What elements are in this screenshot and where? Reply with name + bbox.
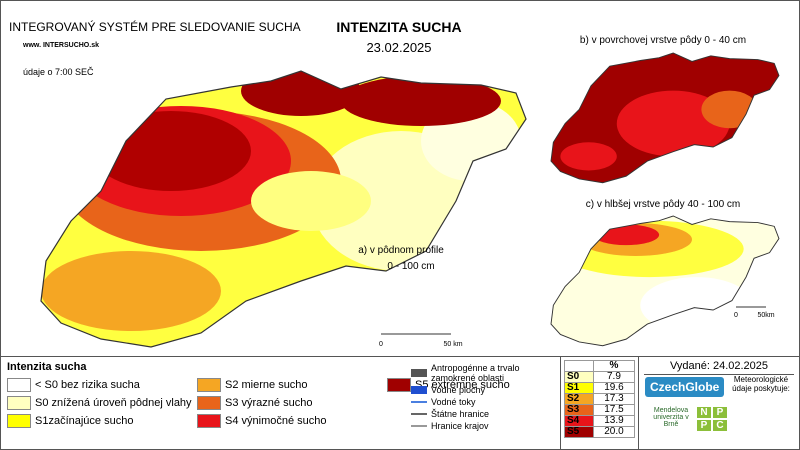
legend-item: S1začínajúce sucho <box>7 412 197 430</box>
value-cell: 19.6 <box>592 382 636 394</box>
main-map <box>40 70 527 348</box>
scale-label: 0 <box>734 312 738 319</box>
table-row: S1 19.6 <box>564 382 636 394</box>
legend-items: < S0 bez rizika sucha S0 znížená úroveň p… <box>7 376 554 430</box>
symbol-label: Antropogénne a trvalo zamokrené oblasti <box>431 363 520 383</box>
legend-item: S4 výnimočné sucho <box>197 412 387 430</box>
legend-item: < S0 bez rizika sucha <box>7 376 197 394</box>
class-cell: S5 <box>564 426 594 438</box>
table-header: % <box>564 360 636 372</box>
legend-swatch <box>7 378 31 392</box>
symbol-label: Štátne hranice <box>431 409 490 419</box>
top-map <box>550 52 780 184</box>
header-cell: % <box>592 360 636 372</box>
symbol-item: Štátne hranice <box>411 409 561 419</box>
class-cell: S2 <box>564 393 594 405</box>
scale-label: 0 <box>379 341 383 348</box>
table-row: S4 13.9 <box>564 415 636 427</box>
table-row: S5 20.0 <box>564 426 636 438</box>
issued-date: Vydané: 24.02.2025 <box>644 360 794 375</box>
legend-label: S3 výrazné sucho <box>225 397 313 409</box>
symbol-item: Vodné plochy <box>411 385 561 395</box>
legend-item: S2 mierne sucho <box>197 376 387 394</box>
blank-cell <box>564 360 594 372</box>
legend: Intenzita sucha < S0 bez rizika sucha S0 … <box>1 357 561 450</box>
map-label: 0 - 100 cm <box>387 261 434 272</box>
legend-title: Intenzita sucha <box>7 361 87 373</box>
map-area: INTEGROVANÝ SYSTÉM PRE SLEDOVANIE SUCHA … <box>9 19 780 348</box>
title: INTENZITA SUCHA <box>336 19 461 35</box>
nppc-letter: P <box>697 420 711 431</box>
deep-map <box>550 215 780 347</box>
value-cell: 13.9 <box>592 415 636 427</box>
legend-item: S5 extrémne sucho <box>387 376 554 394</box>
legend-item: S0 znížená úroveň pôdnej vlahy <box>7 394 197 412</box>
value-cell: 17.5 <box>592 404 636 416</box>
symbol-icon <box>411 401 427 403</box>
date: 23.02.2025 <box>366 40 431 55</box>
time-note: údaje o 7:00 SEČ <box>23 67 94 77</box>
class-cell: S0 <box>564 371 594 383</box>
scale-label: 50 km <box>443 341 462 348</box>
map-label: c) v hlbšej vrstve pôdy 40 - 100 cm <box>586 199 741 210</box>
credits: Vydané: 24.02.2025 CzechGlobe Meteorolog… <box>639 357 799 450</box>
map-label: b) v povrchovej vrstve pôdy 0 - 40 cm <box>580 35 746 46</box>
legend-item: S3 výrazné sucho <box>197 394 387 412</box>
legend-label: S5 extrémne sucho <box>415 379 510 391</box>
legend-label: S0 znížená úroveň pôdnej vlahy <box>35 397 192 409</box>
table-row: S0 7.9 <box>564 371 636 383</box>
symbol-item: Vodné toky <box>411 397 561 407</box>
legend-label: S1začínajúce sucho <box>35 415 134 427</box>
symbol-label: Vodné plochy <box>431 385 486 395</box>
table-row: S2 17.3 <box>564 393 636 405</box>
logo-mendel: Mendelova univerzita v Brně <box>653 407 689 428</box>
nppc-letter: N <box>697 407 711 418</box>
symbol-label: Hranice krajov <box>431 421 489 431</box>
symbol-item: Antropogénne a trvalo zamokrené oblasti <box>411 363 561 383</box>
legend-swatch <box>7 414 31 428</box>
logo-czechglobe: CzechGlobe <box>645 377 725 397</box>
map-label: a) v pôdnom profile <box>358 245 444 256</box>
website: www. INTERSUCHO.sk <box>22 42 99 49</box>
legend-label: S2 mierne sucho <box>225 379 308 391</box>
symbol-icon <box>411 413 427 415</box>
legend-label: < S0 bez rizika sucha <box>35 379 140 391</box>
class-cell: S4 <box>564 415 594 427</box>
value-cell: 17.3 <box>592 393 636 405</box>
percent-table: % S0 7.9 S1 19.6 S2 17.3 S3 17.5 S4 13.9 S5 20.0 <box>561 357 639 450</box>
legend-swatch <box>197 414 221 428</box>
legend-label: S4 výnimočné sucho <box>225 415 327 427</box>
class-cell: S3 <box>564 404 594 416</box>
legend-swatch <box>197 378 221 392</box>
symbol-icon <box>411 425 427 427</box>
table-row: S3 17.5 <box>564 404 636 416</box>
nppc-letter: C <box>713 420 727 431</box>
nppc-letter: P <box>713 407 727 418</box>
value-cell: 20.0 <box>592 426 636 438</box>
class-cell: S1 <box>564 382 594 394</box>
meteo-note: Meteorologické údaje poskytuje: <box>732 375 790 393</box>
legend-swatch <box>197 396 221 410</box>
symbol-icon <box>411 386 427 394</box>
symbol-icon <box>411 369 427 377</box>
symbol-label: Vodné toky <box>431 397 476 407</box>
bottom-panel: Intenzita sucha < S0 bez rizika sucha S0 … <box>1 356 799 450</box>
system-name: INTEGROVANÝ SYSTÉM PRE SLEDOVANIE SUCHA <box>9 19 301 34</box>
scale-label: 50km <box>757 312 774 319</box>
legend-swatch <box>387 378 411 392</box>
legend-swatch <box>7 396 31 410</box>
symbol-item: Hranice krajov <box>411 421 561 431</box>
symbols: Antropogénne a trvalo zamokrené oblasti V… <box>411 363 561 433</box>
value-cell: 7.9 <box>592 371 636 383</box>
